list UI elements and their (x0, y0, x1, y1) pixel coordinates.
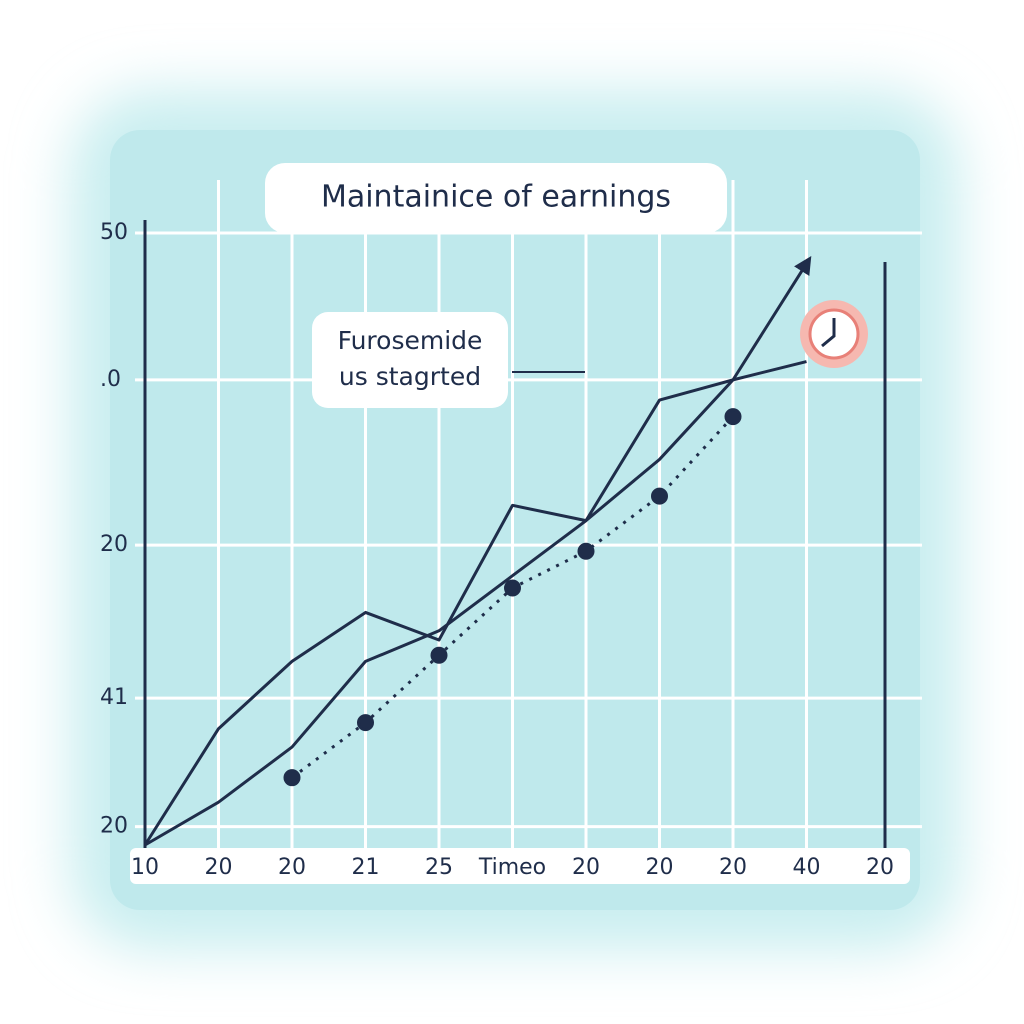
x-tick-label: 20 (719, 855, 747, 880)
x-tick-label: 20 (278, 855, 306, 880)
chart-title: Maintainice of earnings (321, 180, 671, 215)
x-tick-label: 10 (131, 855, 159, 880)
x-tick-label: 20 (866, 855, 894, 880)
point (357, 714, 374, 732)
point (430, 646, 448, 664)
series-layer (143, 255, 812, 847)
point (504, 579, 521, 597)
annotation: Furosemide (338, 326, 483, 355)
y-tick-label: 20 (100, 814, 128, 839)
x-tick-label: Timeo (478, 855, 546, 880)
y-tick-label: 41 (100, 685, 128, 710)
y-tick-label: 20 (100, 532, 128, 557)
x-tick-label: 20 (572, 855, 600, 880)
x-tick-label: 25 (425, 855, 453, 880)
point (577, 542, 595, 560)
x-tick-label: 20 (205, 855, 233, 880)
x-tick-label: 20 (646, 855, 674, 880)
point (283, 769, 301, 787)
series-line (144, 360, 807, 847)
point (724, 408, 742, 426)
y-tick-label: 50 (100, 220, 128, 245)
x-label-strip (130, 848, 910, 884)
clock-icon (800, 300, 868, 368)
x-tick-label: 21 (352, 855, 380, 880)
title-box (265, 163, 727, 233)
annotation: us stagrted (339, 362, 481, 391)
annotation-box (312, 312, 508, 408)
series-line (143, 255, 812, 846)
point (651, 487, 668, 505)
x-tick-label: 40 (793, 855, 821, 880)
y-tick-label: .0 (100, 367, 121, 392)
grid (135, 180, 922, 848)
